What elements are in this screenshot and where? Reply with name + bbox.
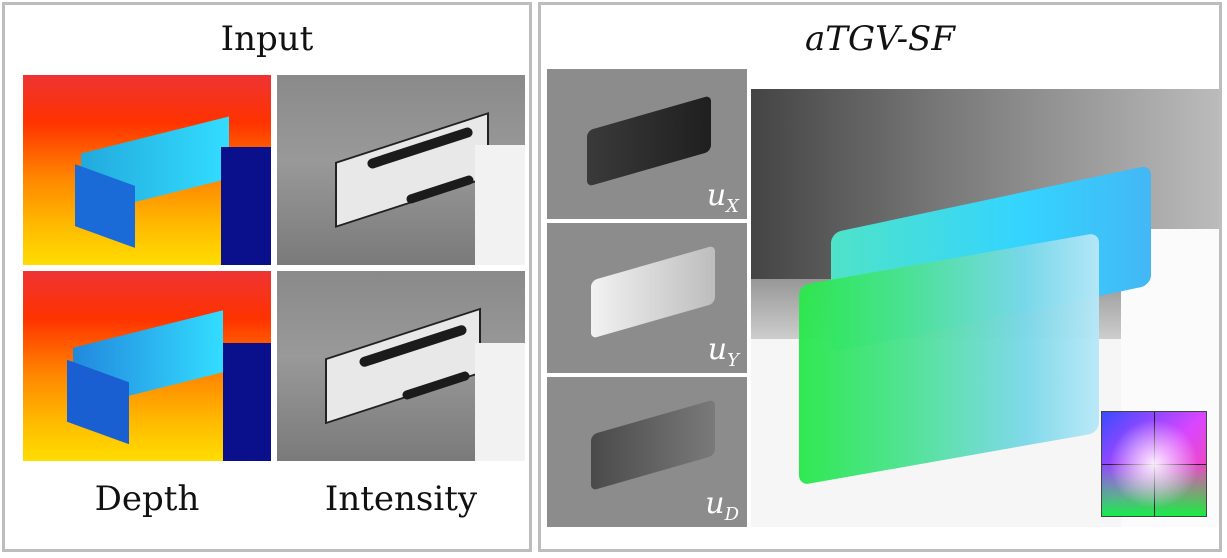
intensity-white-object	[475, 145, 525, 265]
intensity-caption: Intensity	[324, 479, 478, 519]
method-title: aTGV-SF	[805, 19, 955, 59]
atgv-sf-panel: aTGV-SF uX uY uD	[538, 2, 1222, 552]
depth-foreground-region	[223, 343, 271, 461]
flow-object	[591, 245, 715, 339]
scene-flow-image	[751, 89, 1219, 527]
flow-label-uy: uY	[707, 332, 739, 371]
intensity-white-object	[475, 343, 525, 461]
color-wheel-legend	[1101, 411, 1207, 517]
intensity-image-frame-1	[277, 75, 525, 265]
depth-foreground-region	[221, 147, 271, 265]
depth-image-frame-1	[23, 75, 271, 265]
input-title: Input	[220, 19, 314, 59]
flow-label-ud: uD	[705, 486, 739, 525]
flow-label-ux: uX	[706, 178, 739, 217]
depth-caption: Depth	[94, 479, 200, 519]
flow-uy-image: uY	[547, 223, 747, 373]
legend-axis-horizontal	[1102, 464, 1206, 465]
flow-object	[587, 95, 711, 187]
legend-axis-vertical	[1154, 412, 1155, 516]
flow-ux-image: uX	[547, 69, 747, 219]
input-panel: Input Depth Intensity	[2, 2, 532, 552]
flow-object	[591, 399, 715, 491]
intensity-image-frame-2	[277, 271, 525, 461]
flow-ud-image: uD	[547, 377, 747, 527]
depth-image-frame-2	[23, 271, 271, 461]
